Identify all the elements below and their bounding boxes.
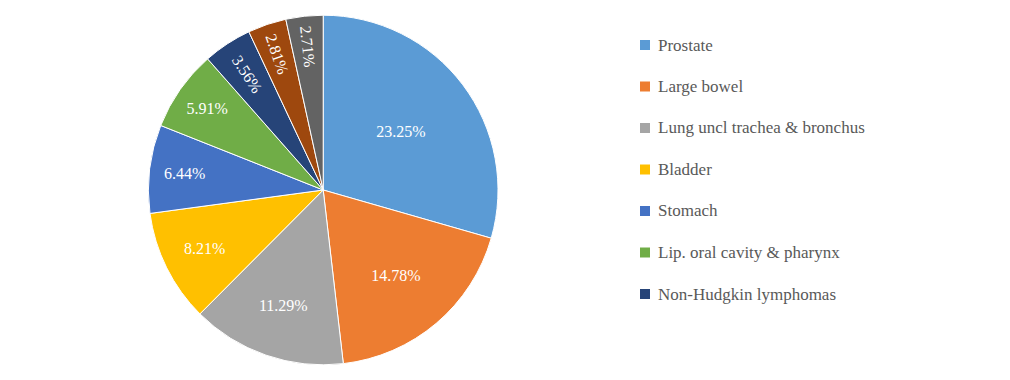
svg-text:Prostate: Prostate <box>658 36 713 55</box>
svg-text:6.44%: 6.44% <box>164 165 205 182</box>
svg-text:14.78%: 14.78% <box>371 267 420 284</box>
svg-text:Stomach: Stomach <box>658 201 718 220</box>
svg-text:Lung uncl trachea & bronchus: Lung uncl trachea & bronchus <box>658 118 865 137</box>
svg-text:Lip. oral cavity & pharynx: Lip. oral cavity & pharynx <box>658 243 840 262</box>
svg-text:2.71%: 2.71% <box>297 25 318 68</box>
svg-text:2.81%: 2.81% <box>262 32 291 77</box>
svg-text:8.21%: 8.21% <box>184 240 225 257</box>
svg-text:Bladder: Bladder <box>658 160 712 179</box>
svg-text:3.56%: 3.56% <box>229 52 266 96</box>
svg-text:23.25%: 23.25% <box>376 123 425 140</box>
svg-text:5.91%: 5.91% <box>187 100 228 117</box>
svg-text:Large bowel: Large bowel <box>658 77 743 96</box>
svg-text:11.29%: 11.29% <box>259 297 308 314</box>
svg-text:Non-Hudgkin lymphomas: Non-Hudgkin lymphomas <box>658 285 836 304</box>
